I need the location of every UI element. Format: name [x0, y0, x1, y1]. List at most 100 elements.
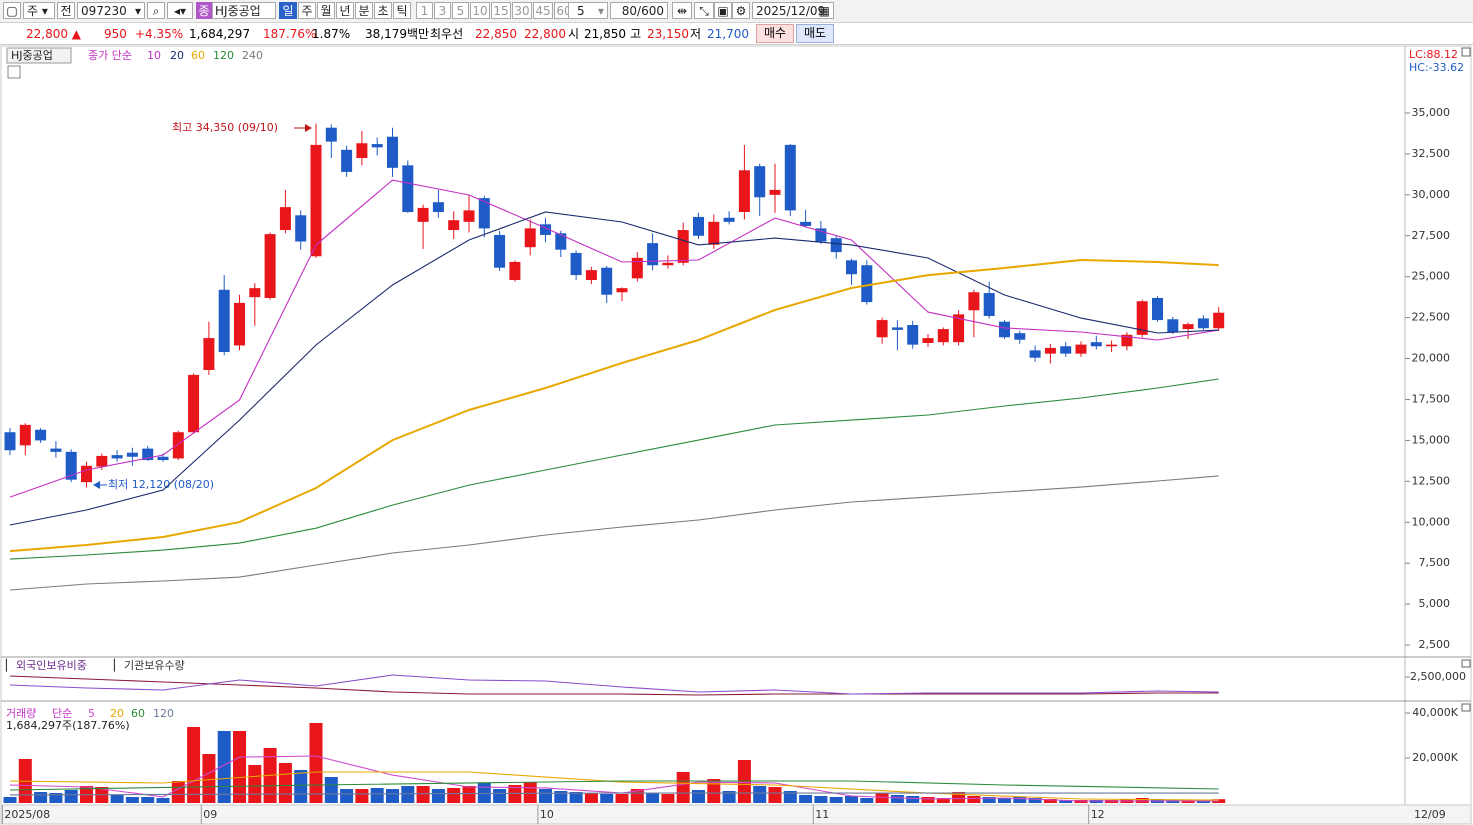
- market-select[interactable]: 주 ▾: [23, 2, 55, 19]
- interval[interactable]: 45: [533, 2, 553, 19]
- market: 주: [27, 4, 39, 18]
- candle-body: [157, 456, 169, 461]
- arrow-head: [305, 124, 312, 132]
- menu-icon[interactable]: ▢: [3, 2, 21, 19]
- candle-body: [432, 202, 444, 213]
- amount: 38,179백만: [365, 27, 430, 41]
- volume-bar: [1043, 798, 1057, 803]
- candle-body: [846, 260, 857, 275]
- interval[interactable]: 1: [416, 2, 433, 19]
- legend-entry: 5: [88, 707, 95, 720]
- save-icon[interactable]: ▣: [714, 2, 732, 19]
- period[interactable]: 초: [374, 2, 392, 19]
- arrow-head: [93, 481, 100, 489]
- candle-body: [341, 149, 353, 172]
- period[interactable]: 일: [279, 2, 297, 19]
- panel-button[interactable]: [1461, 47, 1471, 57]
- prev: 전: [60, 4, 72, 18]
- sell-button[interactable]: 매도: [796, 24, 834, 43]
- volume-bar: [309, 722, 323, 803]
- candle-body: [1213, 312, 1225, 329]
- legend-bullet: ▏: [5, 658, 14, 672]
- period[interactable]: 틱: [393, 2, 411, 19]
- settings-icon[interactable]: ⚙: [732, 2, 750, 19]
- candle-body: [1121, 334, 1133, 347]
- display-count[interactable]: 80/600: [610, 2, 668, 19]
- candle-body: [585, 270, 597, 280]
- prev-button[interactable]: 전: [57, 2, 75, 19]
- volume-title: 거래량: [6, 707, 36, 720]
- interval[interactable]: 5: [452, 2, 469, 19]
- ma-line: [9, 475, 1219, 591]
- y-tick-label: 12,500: [1412, 474, 1451, 487]
- x-tick-label: 11: [815, 808, 829, 821]
- candle-body: [65, 451, 77, 480]
- interval[interactable]: 3: [434, 2, 451, 19]
- volume-bar: [340, 789, 354, 803]
- code-input[interactable]: 097230 ▾: [77, 2, 145, 19]
- date-input[interactable]: 2025/12/09 ▦: [752, 2, 834, 19]
- panel-button[interactable]: [1461, 703, 1471, 712]
- interval[interactable]: 30: [512, 2, 532, 19]
- price: 22,800 ▲: [26, 27, 82, 41]
- volume-bar: [707, 778, 721, 803]
- panel-button[interactable]: [1461, 659, 1471, 668]
- sound-button[interactable]: ◂▾: [167, 2, 193, 19]
- tool-icon[interactable]: ⤡: [694, 2, 714, 19]
- candle-body: [723, 217, 735, 222]
- candle-body: [203, 338, 215, 371]
- candle-body: [570, 252, 582, 276]
- y-tick-label: 17,500: [1412, 392, 1451, 405]
- volume-bar: [584, 793, 598, 803]
- period[interactable]: 분: [355, 2, 373, 19]
- volume-bar: [416, 785, 430, 803]
- ask: 22,850: [475, 27, 517, 41]
- buy-button[interactable]: 매수: [756, 24, 794, 43]
- volume-bar: [906, 796, 920, 803]
- volume-bar: [523, 782, 537, 803]
- volume-bar: [646, 793, 660, 803]
- volume-bar: [829, 796, 843, 803]
- candle-body: [907, 324, 919, 345]
- tool-icon[interactable]: ⇹: [672, 2, 692, 19]
- stock-name[interactable]: HJ중공업: [212, 2, 276, 19]
- candle-body: [19, 424, 31, 446]
- interval[interactable]: 15: [491, 2, 511, 19]
- volume-bar: [615, 794, 629, 803]
- y-tick-label: 40,000K: [1412, 706, 1458, 719]
- turnover: 1.87%: [312, 27, 351, 41]
- candle-body: [356, 143, 368, 158]
- legend-entry: 120: [153, 707, 174, 720]
- ma-line: [9, 771, 1219, 801]
- volume-bar: [722, 791, 736, 803]
- volume-bar: [630, 789, 644, 803]
- interval[interactable]: 10: [470, 2, 490, 19]
- volume-bar: [34, 791, 48, 803]
- volume-bar: [187, 726, 201, 803]
- candle-body: [953, 314, 965, 343]
- ma-line: [9, 792, 1219, 796]
- volume-bar: [1013, 796, 1027, 803]
- candle-body: [876, 320, 888, 338]
- volume-bar: [355, 789, 369, 803]
- candle-body: [708, 221, 720, 245]
- period[interactable]: 월: [317, 2, 335, 19]
- search-button[interactable]: ⌕: [147, 2, 165, 19]
- period[interactable]: 년: [336, 2, 354, 19]
- volume-bar: [202, 753, 216, 803]
- ma-line: [9, 378, 1219, 560]
- candle-body: [371, 144, 383, 148]
- volume-bar: [294, 769, 308, 803]
- period[interactable]: 주: [298, 2, 316, 19]
- candle-body: [891, 327, 903, 330]
- volume-bar: [676, 771, 690, 803]
- ma-line: [9, 258, 1219, 553]
- legend-entry: 120: [213, 49, 234, 62]
- candle-body: [693, 216, 704, 236]
- count-select[interactable]: 5 ▾: [568, 2, 608, 19]
- candle-body: [616, 288, 628, 293]
- y-tick-label: 20,000K: [1412, 751, 1458, 764]
- candle-body: [402, 165, 414, 213]
- volume-bar: [539, 789, 552, 803]
- volume-bar: [156, 798, 170, 803]
